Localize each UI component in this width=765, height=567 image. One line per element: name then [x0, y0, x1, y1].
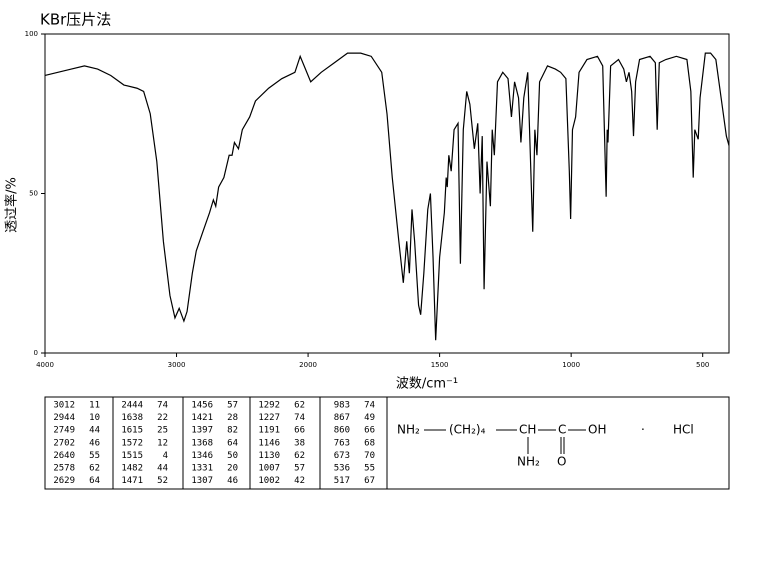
- x-tick-label: 500: [696, 361, 709, 369]
- x-tick-label: 1500: [431, 361, 449, 369]
- structure-text: O: [557, 455, 566, 469]
- x-tick-label: 4000: [36, 361, 54, 369]
- structure-text: NH₂: [397, 423, 420, 437]
- y-tick-label: 0: [34, 349, 38, 357]
- transmittance-cell: 62: [294, 451, 305, 461]
- wavenumber-cell: 673: [334, 451, 350, 461]
- structure-text: ·: [641, 423, 645, 437]
- x-axis-label: 波数/cm⁻¹: [396, 377, 458, 392]
- transmittance-cell: 46: [89, 438, 100, 448]
- transmittance-cell: 64: [227, 438, 238, 448]
- transmittance-cell: 50: [227, 451, 238, 461]
- transmittance-cell: 64: [89, 476, 100, 486]
- structure-text: C: [558, 423, 566, 437]
- structure-text: CH: [519, 423, 536, 437]
- wavenumber-cell: 763: [334, 438, 350, 448]
- wavenumber-cell: 2629: [53, 476, 75, 486]
- transmittance-cell: 42: [294, 476, 305, 486]
- transmittance-cell: 38: [294, 438, 305, 448]
- wavenumber-cell: 2749: [53, 426, 75, 436]
- wavenumber-cell: 1638: [121, 413, 143, 423]
- wavenumber-cell: 1572: [121, 438, 143, 448]
- transmittance-cell: 68: [364, 438, 375, 448]
- wavenumber-cell: 2578: [53, 464, 75, 474]
- structure-text: (CH₂)₄: [449, 423, 486, 437]
- peak-table: 3012 11 2944 10 2749 44 2702 46 2640 55 2578 62 2629…: [44, 396, 730, 490]
- transmittance-cell: 74: [294, 413, 305, 423]
- wavenumber-cell: 860: [334, 426, 350, 436]
- x-tick-label: 2000: [299, 361, 317, 369]
- x-tick-label: 3000: [168, 361, 186, 369]
- transmittance-cell: 55: [89, 451, 100, 461]
- transmittance-cell: 22: [157, 413, 168, 423]
- transmittance-cell: 20: [227, 464, 238, 474]
- transmittance-cell: 44: [89, 426, 100, 436]
- wavenumber-cell: 1368: [191, 438, 213, 448]
- chart-title: KBr压片法: [40, 11, 111, 29]
- transmittance-cell: 52: [157, 476, 168, 486]
- transmittance-cell: 28: [227, 413, 238, 423]
- wavenumber-cell: 2444: [121, 401, 143, 411]
- y-tick-label: 100: [25, 30, 38, 38]
- wavenumber-cell: 1397: [191, 426, 213, 436]
- wavenumber-cell: 1482: [121, 464, 143, 474]
- structure: NH₂ (CH₂)₄ CH C OH NH₂ O · HCl: [397, 423, 694, 469]
- wavenumber-cell: 536: [334, 464, 350, 474]
- transmittance-cell: 4: [163, 451, 168, 461]
- transmittance-cell: 57: [294, 464, 305, 474]
- wavenumber-cell: 1515: [121, 451, 143, 461]
- wavenumber-cell: 517: [334, 476, 350, 486]
- x-tick-label: 1000: [562, 361, 580, 369]
- structure-text: NH₂: [517, 455, 540, 469]
- wavenumber-cell: 1002: [258, 476, 280, 486]
- transmittance-cell: 82: [227, 426, 238, 436]
- y-axis-label: 透过率/%: [4, 177, 20, 233]
- transmittance-cell: 62: [89, 464, 100, 474]
- wavenumber-cell: 1471: [121, 476, 143, 486]
- structure-text: OH: [588, 423, 606, 437]
- structure-text: HCl: [673, 423, 694, 437]
- wavenumber-cell: 2702: [53, 438, 75, 448]
- wavenumber-cell: 1421: [191, 413, 213, 423]
- transmittance-cell: 44: [157, 464, 168, 474]
- wavenumber-cell: 983: [334, 401, 350, 411]
- transmittance-cell: 74: [364, 401, 375, 411]
- wavenumber-cell: 1456: [191, 401, 213, 411]
- wavenumber-cell: 1007: [258, 464, 280, 474]
- wavenumber-cell: 1331: [191, 464, 213, 474]
- transmittance-cell: 10: [89, 413, 100, 423]
- wavenumber-cell: 2944: [53, 413, 75, 423]
- transmittance-cell: 74: [157, 401, 168, 411]
- transmittance-cell: 66: [364, 426, 375, 436]
- wavenumber-cell: 1615: [121, 426, 143, 436]
- wavenumber-cell: 1292: [258, 401, 280, 411]
- transmittance-cell: 70: [364, 451, 375, 461]
- transmittance-cell: 66: [294, 426, 305, 436]
- transmittance-cell: 11: [89, 401, 100, 411]
- wavenumber-cell: 867: [334, 413, 350, 423]
- wavenumber-cell: 1130: [258, 451, 280, 461]
- transmittance-cell: 49: [364, 413, 375, 423]
- wavenumber-cell: 1227: [258, 413, 280, 423]
- spectrum-line: [44, 52, 730, 341]
- wavenumber-cell: 1346: [191, 451, 213, 461]
- transmittance-cell: 62: [294, 401, 305, 411]
- transmittance-cell: 46: [227, 476, 238, 486]
- wavenumber-cell: 3012: [53, 401, 75, 411]
- transmittance-cell: 25: [157, 426, 168, 436]
- transmittance-cell: 55: [364, 464, 375, 474]
- transmittance-cell: 67: [364, 476, 375, 486]
- transmittance-cell: 57: [227, 401, 238, 411]
- y-tick-label: 50: [29, 190, 38, 198]
- wavenumber-cell: 1307: [191, 476, 213, 486]
- wavenumber-cell: 1191: [258, 426, 280, 436]
- wavenumber-cell: 1146: [258, 438, 280, 448]
- wavenumber-cell: 2640: [53, 451, 75, 461]
- transmittance-cell: 12: [157, 438, 168, 448]
